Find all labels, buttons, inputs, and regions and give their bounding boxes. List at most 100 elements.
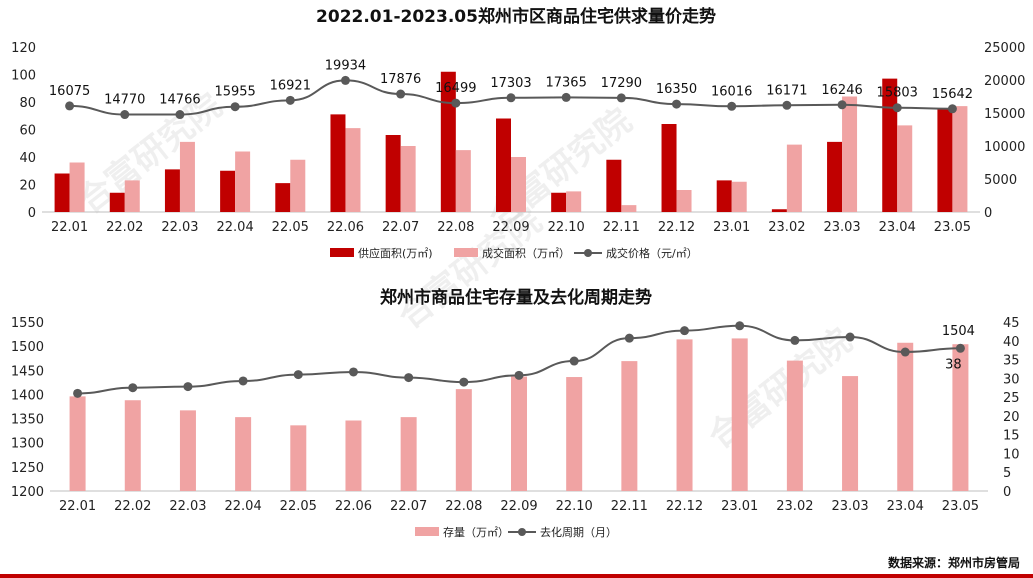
stock-bar	[69, 396, 86, 491]
cycle-point	[293, 370, 303, 380]
right-axis-tick-label: 40	[1003, 335, 1020, 350]
deal-bar	[235, 151, 251, 212]
supply-bar	[496, 118, 511, 212]
price-point	[727, 101, 737, 111]
stock-bar	[897, 342, 914, 491]
stock-bar	[400, 417, 417, 491]
deal-bar	[511, 157, 526, 212]
x-axis-tick-label: 22.08	[445, 499, 482, 514]
left-axis-tick-label: 120	[11, 41, 36, 56]
supply-demand-chart: 0 20 40 60 80 100 120 0 5000 10000 15000 20000 25000…	[11, 41, 1025, 235]
price-data-label: 16171	[766, 83, 807, 98]
price-point	[340, 75, 350, 85]
cycle-point	[569, 356, 579, 366]
price-point	[561, 92, 571, 102]
price-point	[947, 104, 957, 114]
cycle-point	[845, 332, 855, 342]
supply-bar	[440, 71, 456, 212]
deal-bar	[290, 159, 306, 212]
supply-bar	[937, 108, 953, 212]
x-axis-tick-label: 22.10	[548, 220, 585, 235]
right-axis-tick-label: 10000	[984, 140, 1025, 155]
x-axis-tick-label: 22.05	[272, 220, 309, 235]
right-axis-tick-label: 45	[1003, 316, 1020, 331]
right-axis-tick-label: 5	[1003, 466, 1011, 481]
deal-bar	[621, 205, 637, 212]
price-point	[451, 98, 461, 108]
x-axis-tick-label: 23.02	[768, 220, 805, 235]
stock-bar	[566, 377, 583, 491]
price-data-label: 17876	[380, 72, 421, 87]
price-data-label: 16246	[821, 83, 862, 98]
price-point	[892, 103, 902, 113]
supply-bar	[551, 192, 567, 212]
right-axis-tick-label: 0	[984, 206, 992, 221]
cycle-point	[459, 377, 469, 387]
stock-bar	[345, 420, 362, 491]
x-axis-tick-label: 22.01	[51, 220, 88, 235]
deal-bar	[455, 150, 471, 212]
deal-bar	[69, 162, 85, 212]
deal-bar	[400, 146, 416, 212]
deal-bar	[676, 190, 692, 212]
price-point	[837, 100, 847, 110]
right-axis-tick-label: 10	[1003, 447, 1020, 462]
stock-bar	[179, 410, 196, 491]
left-axis-tick-label: 1250	[11, 461, 44, 476]
price-point	[175, 110, 185, 120]
stock-bar	[290, 425, 307, 491]
stock-bar	[676, 339, 693, 491]
x-axis-tick-label: 23.03	[823, 220, 860, 235]
x-axis-tick-label: 22.02	[114, 499, 151, 514]
supply-bar	[275, 183, 291, 212]
x-axis-tick-label: 22.07	[390, 499, 427, 514]
price-data-label: 15955	[214, 85, 255, 100]
stock-bar	[952, 344, 969, 491]
x-axis-tick-label: 22.05	[280, 499, 317, 514]
price-data-label: 16350	[656, 82, 697, 97]
cycle-point	[735, 321, 745, 331]
legend-swatch-deal	[454, 248, 478, 257]
left-axis-tick-label: 1200	[11, 485, 44, 500]
watermark-text: 合富研究院	[701, 321, 860, 457]
cycle-point	[238, 376, 248, 386]
price-data-label: 16921	[270, 78, 311, 93]
price-point	[672, 99, 682, 109]
price-data-label: 19934	[325, 58, 366, 73]
price-point	[396, 89, 406, 99]
supply-bar	[54, 173, 70, 212]
supply-bar	[606, 159, 622, 212]
stock-bar	[731, 338, 748, 491]
x-axis-tick-label: 22.09	[492, 220, 529, 235]
cycle-point	[624, 333, 634, 343]
legend-swatch-price-marker	[584, 249, 592, 257]
x-axis-tick-label: 22.01	[59, 499, 96, 514]
x-axis-tick-label: 22.09	[500, 499, 537, 514]
left-axis-tick-label: 0	[28, 206, 36, 221]
price-point	[285, 95, 295, 105]
right-axis-tick-label: 25	[1003, 391, 1020, 406]
deal-bar	[952, 106, 968, 212]
deal-bar	[731, 181, 747, 212]
price-point	[65, 101, 75, 111]
price-point	[230, 102, 240, 112]
right-axis-tick-label: 0	[1003, 485, 1011, 500]
price-data-label: 17303	[490, 76, 531, 91]
x-axis-tick-label: 22.12	[658, 220, 695, 235]
supply-bar	[771, 209, 787, 212]
deal-bar	[897, 125, 913, 212]
x-axis-tick-label: 22.03	[169, 499, 206, 514]
left-axis-tick-label: 1350	[11, 413, 44, 428]
supply-bar	[109, 192, 125, 212]
left-axis-tick-label: 40	[19, 151, 36, 166]
x-axis-tick-label: 22.04	[217, 220, 254, 235]
stock-end-label: 1504	[942, 324, 975, 339]
left-axis-tick-label: 1400	[11, 388, 44, 403]
x-axis-tick-label: 23.04	[879, 220, 916, 235]
inventory-chart: 1200 1250 1300 1350 1400 1450 1500 1550 0 5 10 15 20…	[11, 316, 1020, 514]
cycle-series-line	[77, 324, 961, 395]
cycle-point	[348, 367, 358, 377]
price-point	[120, 110, 130, 120]
chart1-title: 2022.01-2023.05郑州市区商品住宅供求量价走势	[316, 6, 716, 27]
price-data-label: 17290	[601, 76, 642, 91]
